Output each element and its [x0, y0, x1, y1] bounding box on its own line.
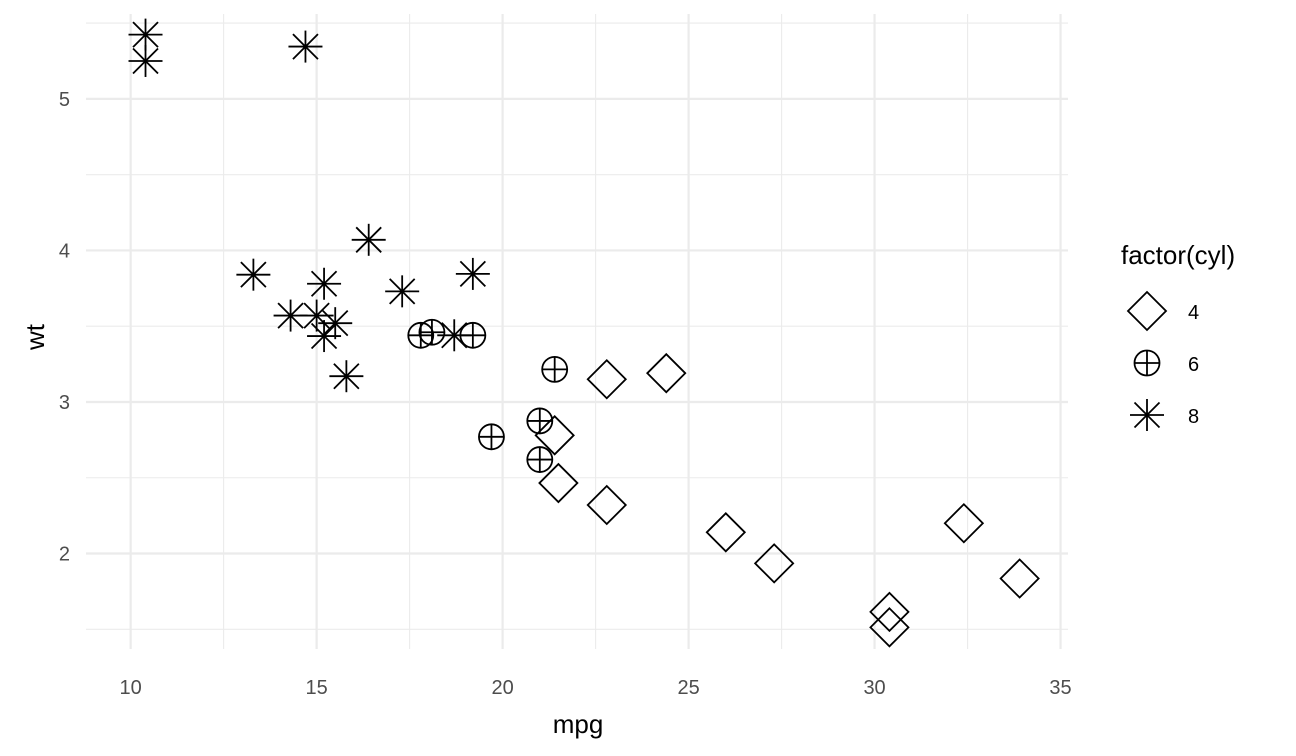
legend-key-4 [1126, 290, 1168, 332]
data-point-cyl-8 [128, 44, 163, 77]
data-point-cyl-6 [526, 407, 554, 435]
data-point-cyl-8 [385, 275, 420, 308]
x-tick-label: 30 [863, 677, 885, 699]
data-point-cyl-8 [236, 258, 271, 291]
x-tick-label: 25 [677, 677, 699, 699]
y-axis-title: wt [20, 323, 50, 351]
data-point-cyl-4 [586, 484, 628, 526]
data-point-cyl-4 [538, 462, 579, 504]
data-point-cyl-4 [586, 358, 628, 400]
data-point-cyl-8 [288, 30, 323, 63]
minor-gridlines [86, 14, 1068, 649]
x-axis-tick-labels: 10 15 20 25 30 35 [120, 677, 1072, 699]
data-point-cyl-8 [455, 257, 490, 290]
major-gridlines [86, 14, 1068, 649]
x-tick-label: 35 [1049, 677, 1071, 699]
legend-title: factor(cyl) [1121, 240, 1235, 270]
data-point-cyl-8 [351, 223, 386, 256]
y-tick-label: 2 [59, 544, 70, 566]
x-axis-title: mpg [553, 709, 604, 739]
data-point-cyl-8 [329, 360, 364, 393]
x-tick-label: 15 [305, 677, 327, 699]
y-tick-label: 4 [59, 240, 70, 262]
data-point-cyl-6 [541, 355, 569, 383]
data-point-cyl-4 [534, 415, 575, 456]
data-point-cyl-4 [645, 352, 687, 394]
legend-keys [1126, 290, 1168, 431]
data-point-cyl-8 [128, 18, 163, 51]
data-point-cyl-6 [478, 423, 505, 451]
data-point-cyl-4 [999, 558, 1040, 599]
legend-label-8: 8 [1188, 406, 1199, 428]
y-tick-label: 5 [59, 89, 70, 111]
data-point-cyl-4 [753, 543, 795, 584]
data-point-cyl-8 [307, 267, 342, 300]
legend-label-4: 4 [1188, 302, 1199, 324]
legend-key-8 [1130, 399, 1164, 431]
data-point-cyl-4 [943, 502, 985, 544]
y-tick-label: 3 [59, 392, 70, 414]
data-point-cyl-8 [437, 319, 472, 352]
data-point-cyl-8 [299, 299, 334, 332]
data-point-cyl-4 [869, 607, 910, 648]
y-axis-tick-labels: 2 3 4 5 [59, 89, 70, 566]
data-point-cyl-6 [526, 446, 554, 473]
legend-key-6 [1133, 349, 1161, 377]
x-tick-label: 10 [120, 677, 142, 699]
data-points [128, 18, 1040, 648]
data-point-cyl-4 [705, 512, 747, 553]
legend-label-6: 6 [1188, 354, 1199, 376]
legend: factor(cyl) 4 6 8 [1121, 240, 1235, 431]
data-point-cyl-6 [407, 321, 435, 349]
x-tick-label: 20 [491, 677, 513, 699]
data-point-cyl-8 [307, 320, 342, 353]
data-point-cyl-4 [869, 591, 910, 633]
